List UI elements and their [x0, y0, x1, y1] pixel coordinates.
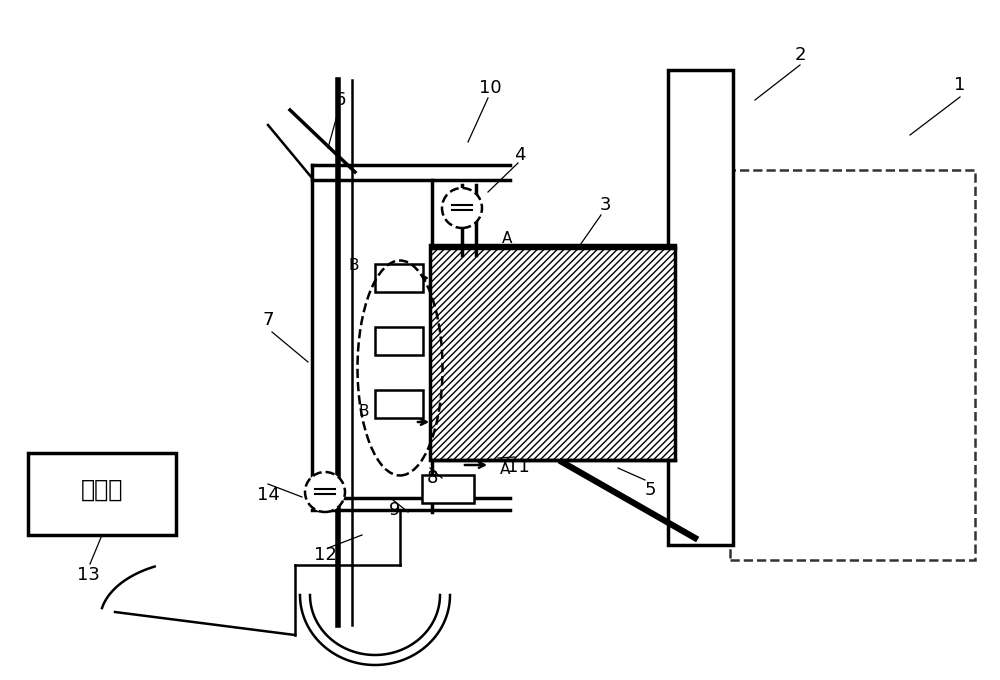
Text: 9: 9: [389, 501, 401, 519]
Bar: [375, 264, 423, 292]
Text: A: A: [500, 462, 510, 477]
Text: 8: 8: [426, 469, 438, 487]
Bar: [730, 170, 975, 560]
Text: 3: 3: [599, 196, 611, 214]
Text: 4: 4: [514, 146, 526, 164]
Text: 7: 7: [262, 311, 274, 329]
Text: A: A: [502, 231, 512, 246]
Bar: [668, 70, 733, 545]
Circle shape: [442, 188, 482, 228]
Text: 11: 11: [507, 458, 529, 476]
Bar: [422, 475, 474, 503]
Text: 上位机: 上位机: [81, 478, 123, 502]
Text: B: B: [358, 404, 368, 419]
Text: 1: 1: [954, 76, 966, 94]
Text: 5: 5: [644, 481, 656, 499]
Text: 14: 14: [257, 486, 279, 504]
Bar: [375, 327, 423, 355]
Bar: [430, 245, 675, 460]
Circle shape: [305, 472, 345, 512]
Text: 10: 10: [479, 79, 501, 97]
Text: 12: 12: [314, 546, 336, 564]
Text: 6: 6: [334, 91, 346, 109]
Bar: [375, 390, 423, 418]
Text: B: B: [348, 258, 358, 273]
Bar: [28, 453, 176, 535]
Text: 2: 2: [794, 46, 806, 64]
Text: 13: 13: [77, 566, 99, 584]
